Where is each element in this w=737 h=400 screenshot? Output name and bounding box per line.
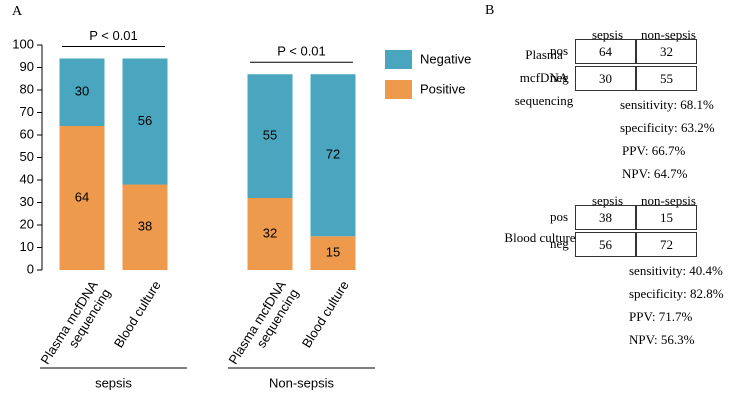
y-tick-label: 0 bbox=[27, 261, 34, 276]
statistic: sensitivity: 40.4% bbox=[629, 263, 723, 278]
bar-segment bbox=[59, 58, 105, 126]
statistic: PPV: 66.7% bbox=[622, 143, 686, 158]
table-cell: 72 bbox=[636, 232, 697, 257]
y-tick-label: 10 bbox=[20, 239, 34, 254]
table-cell: 64 bbox=[575, 39, 636, 64]
bar-segment bbox=[310, 236, 356, 270]
y-tick-label: 30 bbox=[20, 194, 34, 209]
annotation: P < 0.01 bbox=[277, 44, 326, 59]
bar-segment bbox=[310, 74, 356, 237]
panel-label: A bbox=[12, 4, 23, 19]
bar-segment bbox=[59, 126, 105, 270]
statistic: specificity: 63.2% bbox=[620, 120, 715, 135]
table-cell: 55 bbox=[636, 66, 697, 91]
y-tick-label: 90 bbox=[20, 59, 34, 74]
column-header: non-sepsis bbox=[641, 27, 696, 42]
column-header: non-sepsis bbox=[641, 193, 696, 208]
legend-label: Positive bbox=[420, 81, 466, 96]
row-label: pos bbox=[550, 209, 569, 224]
data-label: 55 bbox=[263, 128, 277, 143]
legend-label: Negative bbox=[420, 51, 471, 66]
y-tick-label: 60 bbox=[20, 126, 34, 141]
panel-label: B bbox=[485, 3, 495, 18]
legend-swatch bbox=[385, 80, 412, 99]
bar-segment bbox=[122, 58, 168, 185]
y-tick-label: 80 bbox=[20, 81, 34, 96]
data-label: 15 bbox=[326, 245, 340, 260]
y-tick-label: 50 bbox=[20, 149, 34, 164]
group-label: sepsis bbox=[95, 375, 132, 390]
bar-segment bbox=[122, 184, 168, 270]
legend-swatch bbox=[385, 50, 412, 69]
row-label: pos bbox=[550, 43, 569, 58]
table-cell: 15 bbox=[636, 205, 697, 230]
row-title: Blood culture bbox=[504, 230, 576, 245]
data-label: 56 bbox=[138, 113, 152, 128]
y-tick-label: 40 bbox=[20, 171, 34, 186]
statistic: NPV: 64.7% bbox=[622, 166, 688, 181]
data-label: 64 bbox=[75, 189, 89, 204]
row-title: Plasma mcfDNA sequencing bbox=[514, 47, 574, 108]
data-label: 32 bbox=[263, 225, 277, 240]
group-label: Non-sepsis bbox=[269, 375, 335, 390]
annotation: P < 0.01 bbox=[89, 28, 138, 43]
table-cell: 32 bbox=[636, 39, 697, 64]
data-label: 30 bbox=[75, 84, 89, 99]
row-label: neg bbox=[550, 70, 569, 85]
table-cell: 30 bbox=[575, 66, 636, 91]
table-cell: 56 bbox=[575, 232, 636, 257]
y-tick-label: 70 bbox=[20, 104, 34, 119]
statistic: PPV: 71.7% bbox=[629, 309, 693, 324]
statistic: NPV: 56.3% bbox=[629, 332, 695, 347]
row-label: neg bbox=[550, 236, 569, 251]
y-tick-label: 100 bbox=[12, 36, 34, 51]
bar-segment bbox=[247, 74, 293, 198]
y-tick-label: 20 bbox=[20, 216, 34, 231]
statistic: specificity: 82.8% bbox=[629, 286, 724, 301]
statistic: sensitivity: 68.1% bbox=[620, 97, 714, 112]
data-label: 38 bbox=[138, 219, 152, 234]
bar-segment bbox=[247, 198, 293, 270]
column-header: sepsis bbox=[591, 193, 624, 208]
table-cell: 38 bbox=[575, 205, 636, 230]
data-label: 72 bbox=[326, 147, 340, 162]
column-header: sepsis bbox=[591, 27, 624, 42]
